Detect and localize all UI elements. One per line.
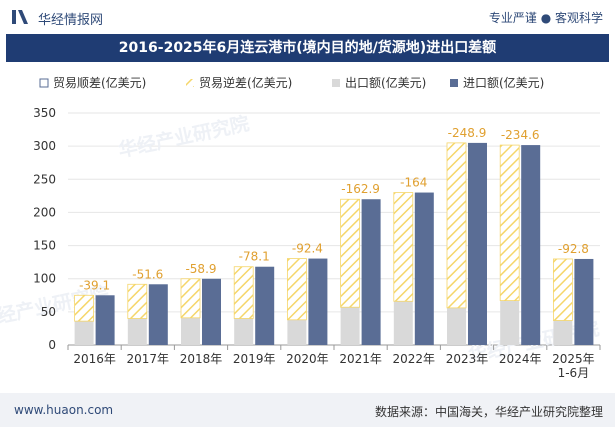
legend-label: 贸易顺差(亿美元)	[53, 75, 146, 90]
y-tick-label: 250	[33, 172, 56, 186]
y-tick-label: 300	[33, 139, 56, 153]
x-tick-label: 2017年	[127, 352, 170, 366]
deficit-bar	[74, 294, 94, 322]
y-tick-label: 50	[41, 305, 56, 319]
bar-chart: 贸易顺差(亿美元) 贸易逆差(亿美元) 出口额(亿美元) 进口额(亿美元) 华经产业研…	[0, 75, 601, 380]
x-tick-label: 1-6月	[558, 366, 590, 380]
data-label: -234.6	[501, 128, 540, 142]
import-bar	[414, 192, 434, 345]
legend-swatch	[39, 78, 49, 88]
export-bar	[74, 321, 94, 345]
x-tick-label: 2022年	[393, 352, 436, 366]
import-bar	[255, 266, 275, 345]
brand-name: 华经情报网	[38, 13, 104, 28]
deficit-bar	[180, 278, 201, 319]
data-label: -58.9	[185, 262, 216, 276]
data-label: -164	[400, 176, 427, 190]
y-tick-label: 150	[33, 239, 56, 253]
export-bar	[393, 301, 413, 345]
footer: www.huaon.com 数据来源：中国海关，华经产业研究院整理	[0, 393, 615, 427]
site-url: www.huaon.com	[14, 403, 114, 417]
deficit-bar	[393, 192, 414, 302]
export-bar	[234, 318, 254, 345]
import-bar	[468, 142, 487, 345]
export-bar	[340, 307, 360, 345]
deficit-bar	[127, 283, 148, 319]
y-tick-label: 100	[33, 272, 56, 286]
watermark: 华经产业研究院	[116, 112, 251, 162]
x-tick-label: 2021年	[339, 352, 382, 366]
y-tick-label: 200	[33, 205, 56, 219]
x-tick-label: 2024年	[499, 352, 542, 366]
export-bar	[553, 320, 573, 345]
import-bar	[95, 295, 115, 345]
x-tick-label: 2016年	[73, 352, 116, 366]
deficit-bar	[286, 258, 307, 321]
x-axis: 2016年 2017年 2018年 2019年 2020年 2021年 2022年 2023年…	[67, 345, 601, 380]
y-tick-label: 0	[48, 338, 56, 352]
data-label: -78.1	[239, 250, 270, 264]
legend-swatch	[332, 79, 340, 87]
deficit-bar	[233, 266, 254, 319]
logo-icon	[12, 10, 28, 24]
deficit-bar	[499, 144, 520, 301]
export-bar	[500, 300, 520, 345]
export-bar	[287, 319, 307, 345]
legend-label: 出口额(亿美元)	[345, 75, 426, 90]
data-label: -248.9	[448, 126, 487, 140]
import-bar	[361, 199, 381, 345]
import-bar	[202, 278, 221, 345]
legend-swatch	[186, 79, 194, 87]
x-tick-label: 2023年	[446, 352, 489, 366]
data-label: -92.8	[558, 242, 589, 256]
x-tick-label: 2020年	[286, 352, 329, 366]
export-bar	[127, 318, 147, 345]
x-tick-label: 2025年	[552, 352, 595, 366]
legend-swatch	[450, 79, 458, 87]
export-bar	[447, 307, 466, 345]
import-bar	[308, 258, 328, 345]
legend: 贸易顺差(亿美元) 贸易逆差(亿美元) 出口额(亿美元) 进口额(亿美元)	[39, 75, 544, 90]
x-tick-label: 2019年	[233, 352, 276, 366]
data-label: -39.1	[79, 278, 110, 292]
data-source: 数据来源：中国海关，华经产业研究院整理	[374, 405, 603, 419]
data-label: -162.9	[341, 182, 380, 196]
top-bar: 华经情报网 专业严谨 ● 客观科学	[0, 0, 615, 34]
deficit-bar	[553, 258, 573, 321]
legend-label: 贸易逆差(亿美元)	[199, 75, 292, 90]
bars	[74, 142, 594, 345]
tagline: 专业严谨 ● 客观科学	[488, 11, 603, 25]
y-axis: 0 50 100 150 200 250 300 350	[33, 106, 56, 352]
import-bar	[148, 284, 168, 345]
data-labels: -39.1 -51.6 -58.9 -78.1 -92.4 -162.9 -164 -248.…	[79, 126, 589, 292]
chart-title: 2016-2025年6月连云港市(境内目的地/货源地)进出口差额	[6, 34, 609, 62]
deficit-bar	[340, 198, 361, 308]
import-bar	[574, 258, 594, 345]
data-label: -92.4	[292, 242, 323, 256]
y-tick-label: 350	[33, 106, 56, 120]
export-bar	[181, 317, 200, 345]
import-bar	[521, 145, 541, 345]
legend-label: 进口额(亿美元)	[463, 75, 544, 90]
x-tick-label: 2018年	[180, 352, 223, 366]
data-label: -51.6	[132, 267, 163, 281]
deficit-bar	[446, 142, 467, 309]
